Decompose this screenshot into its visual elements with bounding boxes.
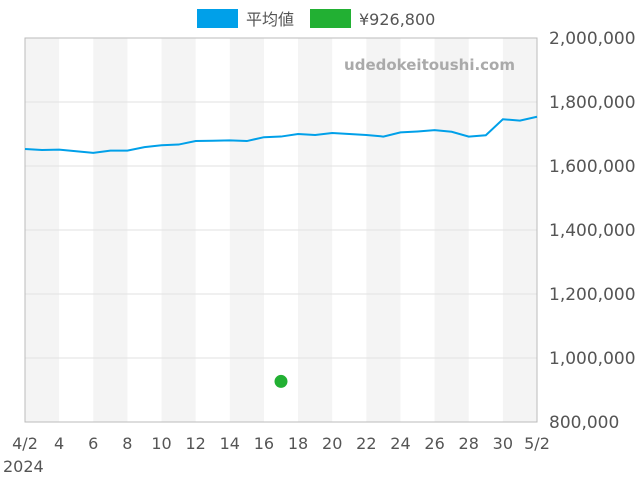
x-tick-label: 5/2 bbox=[524, 434, 550, 453]
x-tick-label: 6 bbox=[88, 434, 98, 453]
x-tick-label: 20 bbox=[322, 434, 342, 453]
legend-swatch-price bbox=[310, 9, 351, 28]
x-tick-label: 10 bbox=[151, 434, 171, 453]
y-tick-label: 1,200,000 bbox=[549, 285, 636, 305]
y-tick-label: 1,000,000 bbox=[549, 349, 636, 369]
x-tick-label: 4 bbox=[54, 434, 64, 453]
y-tick-label: 1,600,000 bbox=[549, 157, 636, 177]
legend-swatch-average bbox=[197, 9, 238, 28]
legend: 平均値 ¥926,800 bbox=[197, 9, 435, 29]
y-tick-label: 800,000 bbox=[549, 413, 619, 433]
x-tick-label: 22 bbox=[356, 434, 376, 453]
legend-label-average[interactable]: 平均値 bbox=[246, 10, 294, 29]
year-label: 2024 bbox=[3, 457, 44, 476]
listing-price-point[interactable] bbox=[274, 374, 288, 388]
average-price-line bbox=[24, 115, 538, 154]
x-tick-label: 28 bbox=[459, 434, 479, 453]
x-tick-label: 4/2 bbox=[12, 434, 38, 453]
y-tick-label: 1,800,000 bbox=[549, 93, 636, 113]
x-tick-label: 8 bbox=[122, 434, 132, 453]
x-tick-label: 30 bbox=[493, 434, 513, 453]
x-tick-label: 12 bbox=[185, 434, 205, 453]
x-tick-label: 14 bbox=[220, 434, 240, 453]
x-tick-label: 26 bbox=[424, 434, 444, 453]
y-tick-label: 2,000,000 bbox=[549, 29, 636, 49]
plot-border bbox=[24, 37, 538, 423]
watermark: udedokeitoushi.com bbox=[344, 56, 515, 74]
x-tick-label: 16 bbox=[254, 434, 274, 453]
x-tick-label: 24 bbox=[390, 434, 410, 453]
y-tick-label: 1,400,000 bbox=[549, 221, 636, 241]
x-tick-label: 18 bbox=[288, 434, 308, 453]
legend-label-price[interactable]: ¥926,800 bbox=[359, 10, 435, 29]
